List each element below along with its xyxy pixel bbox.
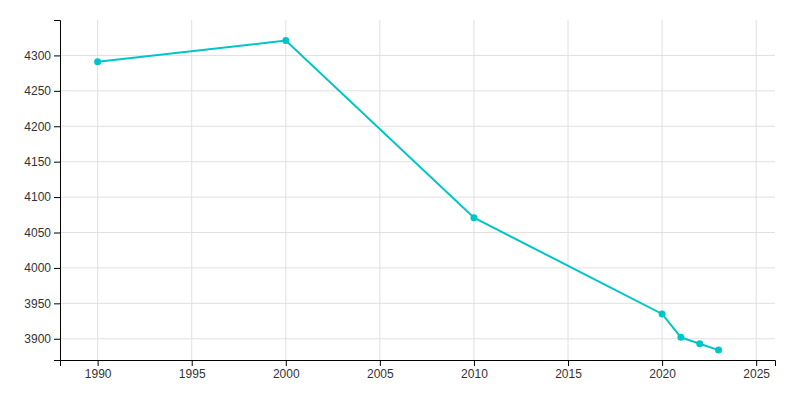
grid-line [60,197,775,198]
grid-line [60,55,775,56]
grid-line [60,161,775,162]
plot: 1990 1995 2000 2005 2010 2015 2020 2025 3900 3950… [24,20,775,381]
tick-label: 2000 [273,367,300,381]
tick-label: 2020 [649,367,676,381]
grid-line [60,267,775,268]
tick-mark [756,360,757,366]
tick-label: 2010 [461,367,488,381]
axis-line [61,361,776,367]
tick-label: 4200 [24,120,51,134]
tick-mark [192,360,193,366]
point [282,37,289,44]
tick-mark [54,233,60,234]
tick-mark [54,55,60,56]
grid-line [60,303,775,304]
y-axis: 3900 3950 4000 4050 4100 4150 4200 4250 4300 [24,21,60,361]
tick: 2020 [649,360,676,381]
tick: 2015 [555,360,582,381]
tick-label: 3900 [24,332,51,346]
tick: 2005 [367,360,394,381]
tick-mark [662,360,663,366]
line [98,41,719,351]
point [94,58,101,65]
grid-line [285,20,286,360]
grid-line [756,20,757,360]
tick-label: 3950 [24,297,51,311]
grid-line [379,20,380,360]
axis-line [54,21,61,361]
tick-mark [54,91,60,92]
tick: 4050 [24,226,60,240]
grid-line [60,126,775,127]
tick-mark [568,360,569,366]
grid-line [60,232,775,233]
grid-line [662,20,663,360]
point [696,340,703,347]
tick-mark [54,268,60,269]
tick-label: 1990 [85,367,112,381]
tick-label: 1995 [179,367,206,381]
tick-mark [54,197,60,198]
grid-line [568,20,569,360]
grid-line [191,20,192,360]
tick-label: 4150 [24,155,51,169]
tick: 2010 [461,360,488,381]
point [677,334,684,341]
tick: 4150 [24,155,60,169]
tick-mark [54,339,60,340]
tick: 4100 [24,190,60,204]
grid-line [60,338,775,339]
tick: 2000 [273,360,300,381]
tick: 4300 [24,49,60,63]
tick-mark [54,303,60,304]
tick-label: 4250 [24,84,51,98]
tick-label: 4050 [24,226,51,240]
tick: 3950 [24,297,60,311]
tick-label: 4000 [24,261,51,275]
grid-line [97,20,98,360]
tick: 2025 [743,360,770,381]
tick: 3900 [24,332,60,346]
chart: 1990 1995 2000 2005 2010 2015 2020 2025 3900 3950… [0,0,800,400]
tick-mark [286,360,287,366]
x-axis: 1990 1995 2000 2005 2010 2015 2020 2025 [61,360,776,381]
point [470,214,477,221]
grid-line [60,90,775,91]
tick-mark [380,360,381,366]
tick-mark [98,360,99,366]
tick-mark [54,162,60,163]
tick-label: 2025 [743,367,770,381]
grid [60,20,775,360]
tick: 4250 [24,84,60,98]
marks [94,37,722,354]
tick: 4000 [24,261,60,275]
tick: 1995 [179,360,206,381]
tick-label: 2005 [367,367,394,381]
point [659,310,666,317]
tick-label: 2015 [555,367,582,381]
tick-label: 4300 [24,49,51,63]
tick-label: 4100 [24,190,51,204]
tick: 1990 [85,360,112,381]
tick-mark [474,360,475,366]
tick: 4200 [24,120,60,134]
grid-line [473,20,474,360]
tick-mark [54,126,60,127]
point [715,347,722,354]
